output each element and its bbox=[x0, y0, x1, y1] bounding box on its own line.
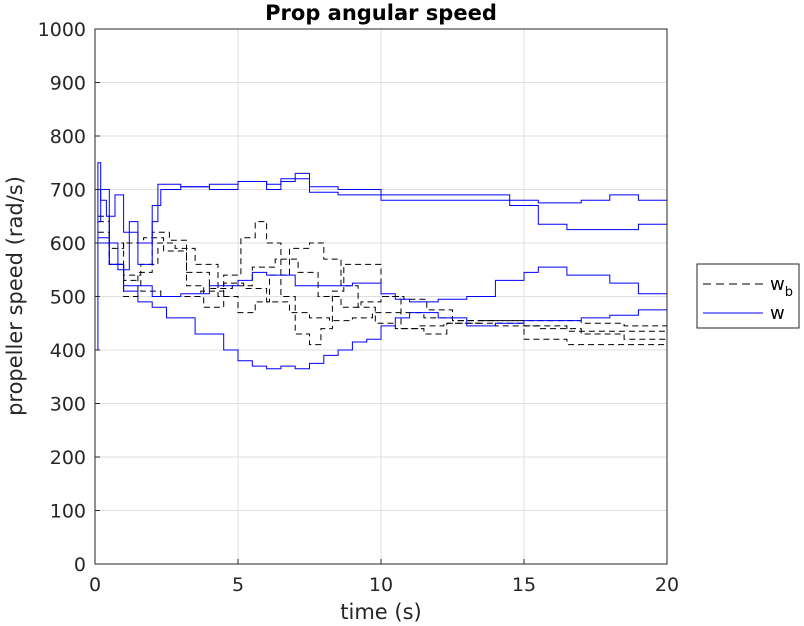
series-wb-line-0 bbox=[97, 242, 668, 334]
y-tick-label: 300 bbox=[50, 394, 86, 416]
x-tick-label: 20 bbox=[655, 574, 679, 596]
y-tick-label: 800 bbox=[50, 126, 86, 148]
y-tick-label: 200 bbox=[50, 447, 86, 469]
x-tick-label: 5 bbox=[232, 574, 244, 596]
x-tick-label: 15 bbox=[512, 574, 536, 596]
y-tick-label: 600 bbox=[50, 233, 86, 255]
x-axis-label: time (s) bbox=[340, 600, 421, 624]
y-tick-label: 700 bbox=[50, 180, 86, 202]
x-tick-label: 10 bbox=[369, 574, 393, 596]
series-w-line-4 bbox=[95, 162, 668, 351]
series-wb-line-3 bbox=[97, 221, 668, 346]
legend-label-wb-subscript: b bbox=[785, 285, 793, 300]
y-ticks: 0 100 200 300 400 500 600 700 800 900 1000 bbox=[38, 19, 100, 576]
series-w-line-5 bbox=[97, 172, 668, 271]
series-wb-line-2 bbox=[97, 215, 668, 334]
series-w-line-6 bbox=[97, 242, 668, 303]
y-tick-label: 100 bbox=[50, 501, 86, 523]
legend: wb w bbox=[696, 263, 800, 329]
grid-lines bbox=[95, 29, 667, 564]
y-axis-label: propeller speed (rad/s) bbox=[3, 176, 27, 416]
y-tick-label: 400 bbox=[50, 340, 86, 362]
legend-label-wb-main: w bbox=[770, 274, 785, 295]
y-tick-label: 1000 bbox=[38, 19, 86, 41]
x-ticks: 0 5 10 15 20 bbox=[89, 559, 679, 596]
plot-area: 0 5 10 15 20 0 100 200 300 400 500 600 700 800 900 100… bbox=[38, 19, 679, 596]
y-tick-label: 0 bbox=[74, 554, 86, 576]
legend-label-w: w bbox=[770, 303, 785, 324]
x-tick-label: 0 bbox=[89, 574, 101, 596]
legend-label-wb: wb bbox=[770, 274, 793, 300]
series-wb-line-1 bbox=[97, 231, 668, 342]
series-layer bbox=[95, 162, 668, 370]
chart-title: Prop angular speed bbox=[265, 1, 497, 25]
legend-box bbox=[696, 263, 800, 329]
y-tick-label: 900 bbox=[50, 73, 86, 95]
series-w-line-7 bbox=[97, 237, 668, 370]
y-tick-label: 500 bbox=[50, 287, 86, 309]
